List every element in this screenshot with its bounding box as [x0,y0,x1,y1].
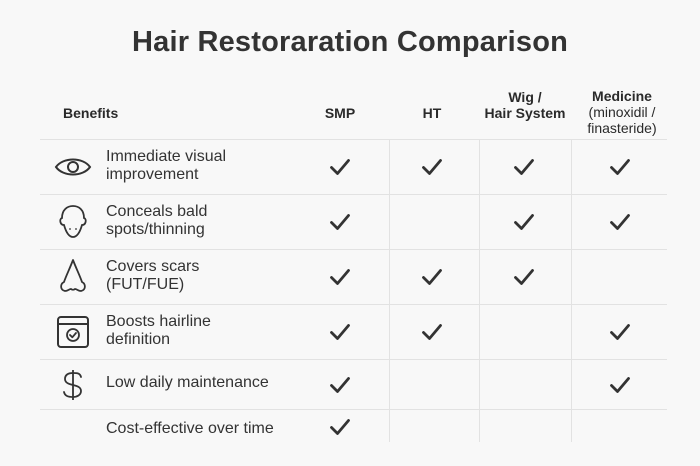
column-header-wig: Wig / Hair System [470,89,580,121]
page-title: Hair Restoraration Comparison [131,26,569,58]
row-divider [40,139,667,140]
header-sublabel: (minoxidil / [588,104,656,120]
check-icon [600,370,640,400]
header-sublabel: finasteride) [587,120,657,136]
table-row: Boosts hairline definition [40,305,667,359]
check-icon [320,152,360,182]
check-icon [504,152,544,182]
check-icon [412,152,452,182]
benefit-label: Covers scars (FUT/FUE) [106,258,199,295]
benefit-label-line: Boosts hairline [106,312,211,330]
header-label: HT [422,105,442,121]
check-icon [320,370,360,400]
check-icon [320,317,360,347]
calendar-check-icon [54,313,92,351]
benefit-label-line: Conceals bald [106,202,208,220]
benefit-label: Low daily maintenance [106,374,269,393]
check-icon [504,262,544,292]
column-divider [571,139,572,442]
benefit-label-line: spots/thinning [106,221,205,238]
header-label: Wig / [508,89,542,105]
benefit-label: Immediate visual improvement [106,148,226,185]
header-label: Hair System [484,105,566,121]
column-header-benefits: Benefits [63,105,118,121]
check-icon [320,207,360,237]
nose-icon [54,258,92,296]
eye-icon [54,148,92,186]
row-divider [40,409,667,410]
benefit-label-line: definition [106,331,171,348]
header-label: Benefits [63,105,119,121]
column-divider [479,139,480,442]
benefit-label: Cost-effective over time [106,420,274,439]
header-label: SMP [324,105,356,121]
benefit-label: Conceals bald spots/thinning [106,203,207,240]
column-header-medicine: Medicine (minoxidil / finasteride) [577,88,667,136]
column-divider [389,139,390,442]
row-divider [40,194,667,195]
check-icon [412,262,452,292]
check-icon [600,317,640,347]
check-icon [320,262,360,292]
head-icon [54,203,92,241]
table-row: Low daily maintenance [40,360,667,409]
benefit-label-line: improvement [106,166,199,183]
row-divider [40,249,667,250]
benefit-label-line: Cost-effective over time [106,419,274,437]
benefit-label-line: Immediate visual [106,147,227,165]
dollar-icon [54,366,92,404]
check-icon [320,412,360,442]
table-row: Immediate visual improvement [40,140,667,194]
check-icon [600,207,640,237]
header-label: Medicine [592,88,652,104]
benefit-label-line: Covers scars [106,257,200,275]
table-row: Cost-effective over time [40,410,667,450]
row-divider [40,304,667,305]
benefit-label-line: (FUT/FUE) [106,276,185,293]
table-row: Conceals bald spots/thinning [40,195,667,249]
row-divider [40,359,667,360]
benefit-label-line: Low daily maintenance [106,374,269,392]
column-header-smp: SMP [310,105,370,121]
check-icon [504,207,544,237]
column-header-ht: HT [402,105,462,121]
table-row: Covers scars (FUT/FUE) [40,250,667,304]
check-icon [412,317,452,347]
benefit-label: Boosts hairline definition [106,313,211,350]
check-icon [600,152,640,182]
